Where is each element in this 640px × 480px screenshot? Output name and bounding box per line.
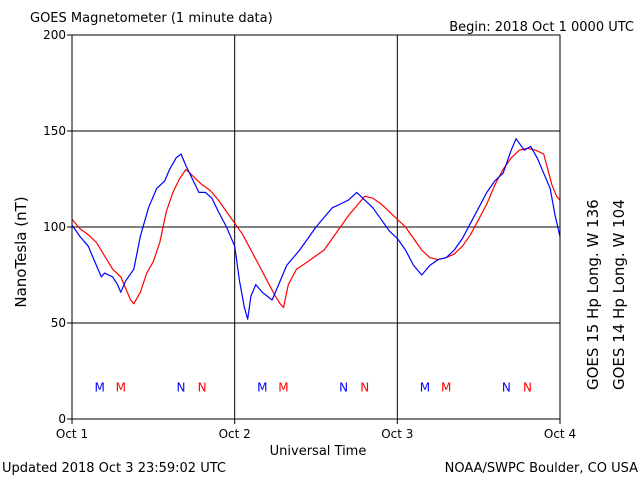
midnight-marker: M — [278, 380, 288, 394]
plot-frame — [71, 34, 561, 420]
y-tick-label: 100 — [43, 220, 66, 234]
y-tick-label: 0 — [58, 412, 66, 426]
y-tick-label: 150 — [43, 124, 66, 138]
legend-goes14: GOES 14 Hp Long. W 104 — [610, 199, 628, 390]
midnight-marker: M — [257, 380, 267, 394]
midnight-marker: M — [94, 380, 104, 394]
x-tick-label: Oct 1 — [56, 427, 88, 441]
grid-lines — [72, 35, 560, 419]
noon-marker: N — [176, 380, 185, 394]
noon-marker: N — [198, 380, 207, 394]
noon-marker: N — [360, 380, 369, 394]
legend-goes15: GOES 15 Hp Long. W 136 — [584, 199, 602, 390]
y-tick-label: 50 — [51, 316, 66, 330]
y-tick-label: 200 — [43, 28, 66, 42]
y-axis-label: NanoTesla (nT) — [12, 196, 30, 307]
series-line-goes14 — [71, 138, 561, 320]
x-tick-label: Oct 3 — [381, 427, 413, 441]
y-axis-ticks: 0 50 100 150 200 — [43, 28, 72, 426]
noon-marker: N — [502, 380, 511, 394]
begin-label: Begin: 2018 Oct 1 0000 UTC — [449, 20, 634, 35]
source-credit: NOAA/SWPC Boulder, CO USA — [445, 461, 638, 476]
midnight-marker: M — [420, 380, 430, 394]
series-layer — [71, 138, 561, 320]
x-axis-ticks: Oct 1 Oct 2 Oct 3 Oct 4 — [56, 419, 576, 441]
noon-marker: N — [523, 380, 532, 394]
series-line-goes15 — [71, 147, 561, 309]
chart-title: GOES Magnetometer (1 minute data) — [30, 11, 273, 26]
x-axis-label: Universal Time — [270, 444, 367, 459]
x-tick-label: Oct 2 — [219, 427, 251, 441]
x-tick-label: Oct 4 — [544, 427, 576, 441]
midnight-marker: M — [441, 380, 451, 394]
updated-timestamp: Updated 2018 Oct 3 23:59:02 UTC — [2, 461, 226, 476]
noon-marker: N — [339, 380, 348, 394]
midnight-marker: M — [116, 380, 126, 394]
